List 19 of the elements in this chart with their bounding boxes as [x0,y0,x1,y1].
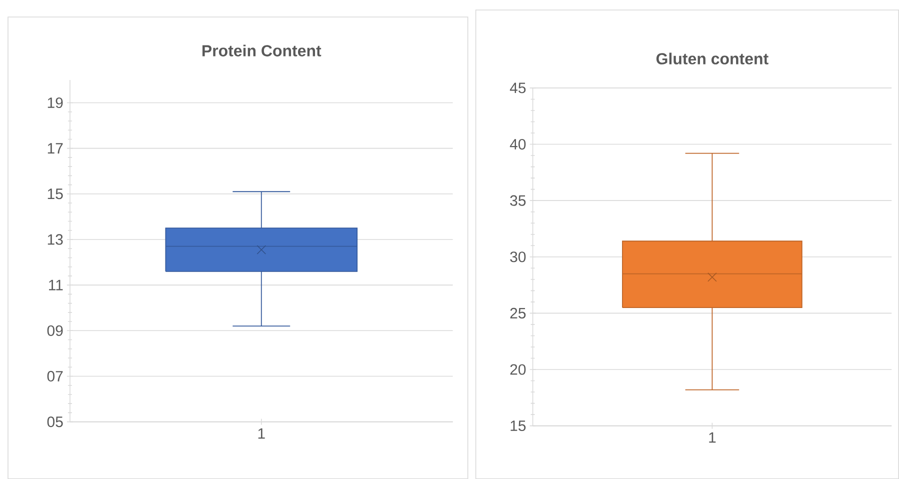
y-tick-label: 15 [510,420,526,431]
y-tick-label: 13 [48,234,63,245]
y-tick-label: 11 [49,280,63,290]
y-tick-label: 07 [47,370,63,382]
y-tick-label: 30 [510,251,526,262]
y-tick-label: 20 [510,364,526,375]
y-tick-label: 05 [47,416,63,428]
x-tick-label: 1 [258,428,265,439]
y-tick-label: 35 [510,195,526,206]
y-tick-label: 15 [48,188,63,200]
y-tick-label: 17 [48,143,63,154]
y-tick-label: 09 [47,325,63,336]
y-tick-label: 25 [510,308,526,318]
chart-title: Gluten content [656,52,768,64]
y-tick-label: 45 [510,82,526,94]
chart-title: Protein Content [202,44,322,56]
y-tick-label: 19 [48,97,63,108]
x-tick-label: 1 [709,432,716,443]
y-tick-label: 40 [510,138,526,150]
